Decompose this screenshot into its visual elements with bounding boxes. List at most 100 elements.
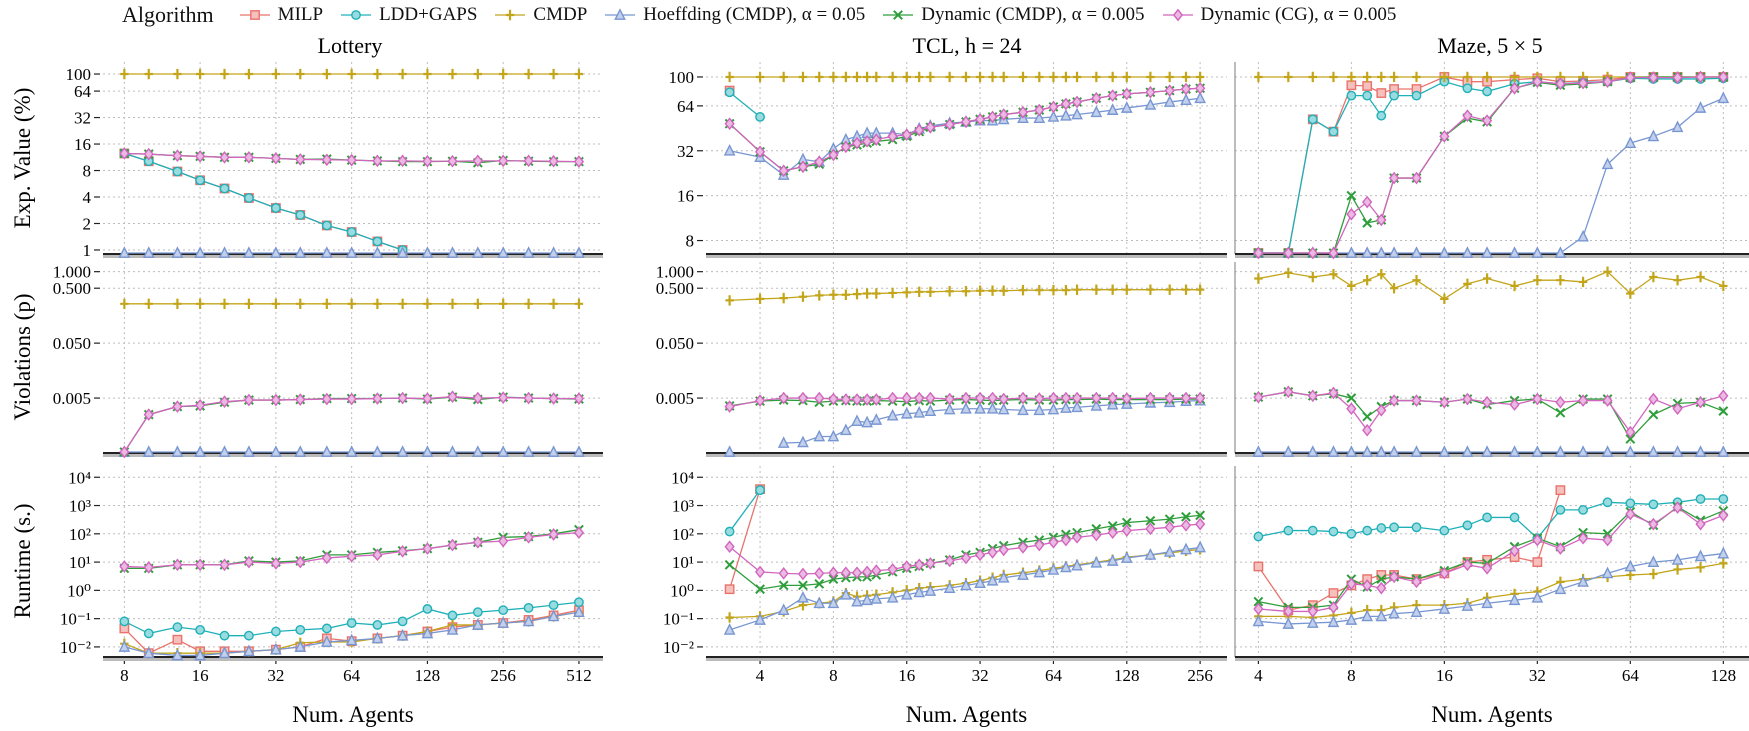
data-point — [243, 151, 255, 164]
data-point — [778, 164, 789, 178]
data-point — [925, 557, 936, 570]
data-point — [194, 445, 206, 457]
data-point — [547, 609, 560, 622]
x-tick-label: 32 — [1529, 666, 1546, 685]
data-point — [755, 485, 765, 496]
data-point — [1626, 569, 1635, 581]
data-point — [1328, 526, 1339, 537]
data-point — [1719, 558, 1728, 569]
data-point — [321, 445, 333, 457]
data-point — [1672, 71, 1683, 84]
data-point — [524, 298, 533, 310]
data-point — [172, 400, 183, 413]
panel-2-1: 4 8 16 32 64 128 256 10⁻² 10⁻¹ 10⁰ 10¹ 10² 10³ 10⁴ Num… — [663, 466, 1227, 727]
legend-marker-icon — [239, 10, 270, 20]
data-point — [1107, 391, 1118, 405]
data-point — [523, 154, 534, 168]
data-point — [1362, 411, 1373, 422]
data-point — [1284, 71, 1293, 83]
series-line — [1258, 562, 1724, 619]
data-point — [1410, 605, 1423, 618]
series-ldd-gaps — [724, 485, 765, 537]
data-point — [1438, 445, 1451, 457]
data-point — [1194, 91, 1206, 104]
data-point — [1717, 91, 1730, 104]
data-point — [1283, 385, 1294, 399]
data-point — [1195, 284, 1205, 295]
data-point — [220, 68, 229, 80]
legend-marker-icon — [495, 9, 526, 21]
data-point — [723, 623, 736, 635]
data-point — [1696, 271, 1705, 283]
panel-title: Maze, 5 × 5 — [1437, 33, 1542, 58]
data-point — [322, 298, 332, 310]
x-axis-title: Num. Agents — [292, 702, 413, 727]
series-line — [1258, 76, 1724, 254]
data-point — [1071, 400, 1083, 413]
data-point — [870, 592, 883, 604]
data-point — [119, 445, 130, 459]
data-point — [1345, 613, 1358, 625]
data-point — [321, 623, 332, 634]
data-point — [1253, 246, 1264, 260]
data-point — [346, 153, 357, 167]
data-point — [861, 135, 873, 148]
series-line — [1258, 97, 1724, 254]
legend-title: Algorithm — [122, 2, 214, 27]
data-point — [815, 71, 824, 83]
data-point — [1253, 390, 1264, 404]
data-point — [1017, 403, 1029, 416]
data-point — [398, 68, 407, 80]
data-point — [1252, 614, 1265, 627]
data-point — [218, 445, 231, 457]
x-tick-label: 4 — [756, 666, 765, 685]
data-point — [422, 542, 433, 555]
data-point — [472, 154, 483, 168]
series-cmdp — [120, 68, 584, 80]
data-point — [840, 587, 852, 600]
data-point — [814, 155, 825, 169]
series-dynamic-cg-0-005 — [1253, 70, 1729, 260]
legend-item-ldd-gaps: LDD+GAPS — [339, 4, 477, 26]
data-point — [861, 593, 873, 606]
data-point — [1509, 398, 1520, 411]
data-point — [798, 580, 808, 591]
data-point — [1531, 590, 1544, 603]
y-tick-label: 1.000 — [656, 263, 694, 282]
data-point — [1695, 517, 1706, 531]
data-point — [472, 391, 483, 405]
data-point — [1531, 445, 1544, 457]
data-point — [1307, 389, 1318, 403]
data-point — [522, 614, 535, 627]
data-point — [725, 612, 734, 623]
data-point — [1034, 392, 1045, 405]
data-point — [1439, 129, 1450, 143]
data-point — [725, 295, 734, 306]
data-point — [1532, 392, 1543, 406]
data-point — [1412, 71, 1421, 83]
data-point — [321, 246, 333, 258]
data-point — [1439, 567, 1450, 580]
data-point — [1462, 83, 1473, 94]
data-point — [1718, 494, 1729, 504]
series-dynamic-cg-0-005 — [724, 81, 1206, 178]
data-point — [828, 566, 839, 580]
data-point — [1508, 593, 1521, 606]
data-point — [1120, 551, 1133, 563]
data-point — [861, 415, 873, 428]
data-point — [244, 298, 254, 310]
data-point — [372, 620, 383, 630]
data-point — [1146, 284, 1155, 295]
data-point — [1462, 109, 1473, 123]
series-line — [1258, 498, 1724, 540]
data-point — [219, 183, 230, 194]
data-point — [1376, 110, 1387, 121]
data-point — [548, 528, 559, 541]
data-point — [813, 596, 826, 609]
data-point — [1577, 76, 1589, 90]
data-point — [1602, 533, 1613, 547]
legend-label: MILP — [277, 4, 324, 25]
data-point — [1346, 90, 1357, 101]
data-point — [1648, 409, 1659, 420]
data-point — [755, 71, 765, 83]
